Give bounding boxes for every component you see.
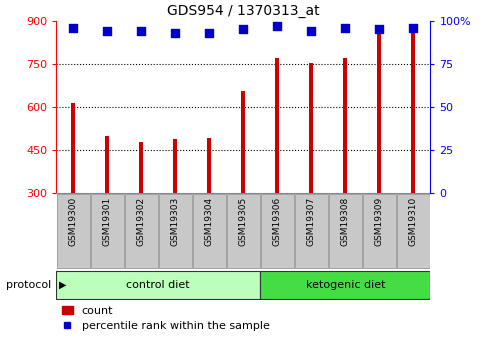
Point: [408, 25, 416, 30]
Bar: [377, 33, 381, 193]
Text: GSM19304: GSM19304: [204, 197, 213, 246]
FancyBboxPatch shape: [57, 194, 90, 268]
Bar: [173, 139, 177, 193]
FancyBboxPatch shape: [56, 271, 260, 298]
Point: [307, 28, 315, 34]
Text: protocol: protocol: [6, 280, 51, 289]
Legend: count, percentile rank within the sample: count, percentile rank within the sample: [61, 306, 269, 332]
Point: [239, 27, 246, 32]
Text: GSM19306: GSM19306: [272, 197, 281, 246]
FancyBboxPatch shape: [328, 194, 361, 268]
Bar: [410, 33, 414, 193]
Text: GSM19300: GSM19300: [69, 197, 78, 246]
Point: [103, 28, 111, 34]
Text: control diet: control diet: [126, 280, 190, 289]
Bar: [105, 136, 109, 193]
Text: ▶: ▶: [59, 280, 66, 289]
Bar: [207, 138, 211, 193]
Point: [171, 30, 179, 36]
Bar: [343, 58, 346, 193]
FancyBboxPatch shape: [362, 194, 395, 268]
Bar: [308, 63, 313, 193]
Bar: [275, 58, 279, 193]
Text: GSM19310: GSM19310: [408, 197, 417, 246]
Point: [273, 23, 281, 29]
Title: GDS954 / 1370313_at: GDS954 / 1370313_at: [166, 4, 319, 18]
FancyBboxPatch shape: [158, 194, 191, 268]
Text: GSM19301: GSM19301: [102, 197, 112, 246]
FancyBboxPatch shape: [124, 194, 158, 268]
Bar: [241, 91, 245, 193]
FancyBboxPatch shape: [294, 194, 327, 268]
Point: [375, 27, 383, 32]
Text: GSM19309: GSM19309: [374, 197, 383, 246]
Bar: [139, 142, 143, 193]
Bar: [71, 103, 75, 193]
Point: [69, 25, 77, 30]
Text: GSM19307: GSM19307: [306, 197, 315, 246]
FancyBboxPatch shape: [192, 194, 225, 268]
Text: GSM19305: GSM19305: [238, 197, 247, 246]
FancyBboxPatch shape: [90, 194, 123, 268]
Text: GSM19302: GSM19302: [137, 197, 145, 246]
Point: [205, 30, 213, 36]
FancyBboxPatch shape: [260, 194, 293, 268]
Point: [341, 25, 348, 30]
Point: [137, 28, 145, 34]
FancyBboxPatch shape: [226, 194, 260, 268]
Text: GSM19308: GSM19308: [340, 197, 349, 246]
Text: ketogenic diet: ketogenic diet: [305, 280, 384, 289]
FancyBboxPatch shape: [396, 194, 429, 268]
FancyBboxPatch shape: [260, 271, 429, 298]
Text: GSM19303: GSM19303: [170, 197, 180, 246]
